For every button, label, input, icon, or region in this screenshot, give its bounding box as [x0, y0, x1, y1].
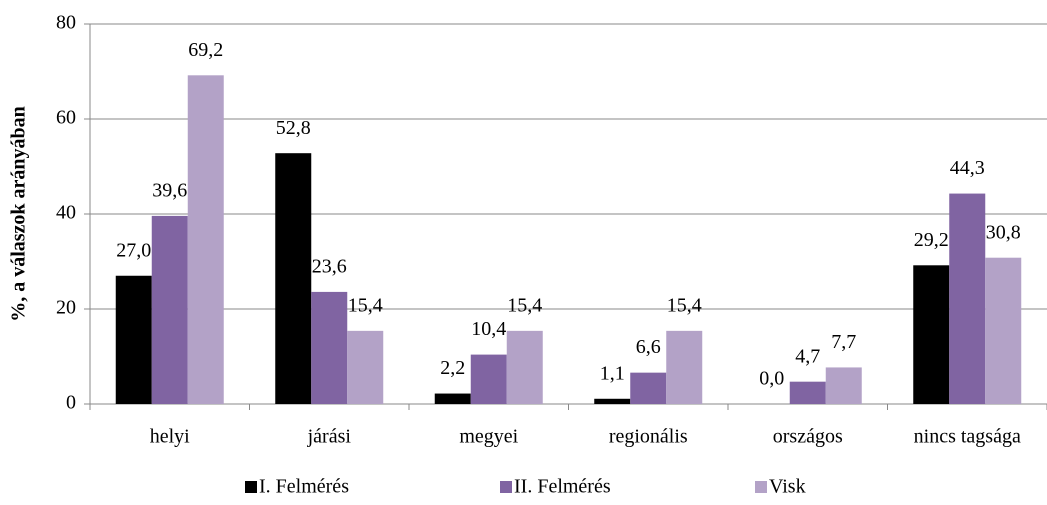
x-tick-label: nincs tagsága: [914, 426, 1021, 448]
x-tick-label: járási: [307, 426, 352, 448]
value-label: 30,8: [986, 221, 1021, 243]
bar: [311, 291, 348, 404]
value-label: 44,3: [950, 157, 985, 179]
bar: [187, 75, 224, 405]
bar: [949, 193, 986, 404]
value-label: 27,0: [116, 239, 151, 261]
legend-swatch: [245, 481, 257, 493]
value-label: 10,4: [471, 318, 506, 340]
bar: [151, 215, 188, 404]
y-axis-label: %, a válaszok arányában: [8, 106, 30, 322]
legend-label: I. Felmérés: [259, 476, 349, 498]
value-label: 39,6: [152, 179, 187, 201]
value-label: 23,6: [312, 255, 347, 277]
bar: [985, 257, 1022, 404]
value-label: 15,4: [667, 294, 702, 316]
bar: [594, 398, 631, 404]
y-tick-label: 60: [56, 107, 76, 129]
value-label: 6,6: [636, 336, 661, 358]
y-tick-label: 40: [56, 202, 76, 224]
legend-swatch: [500, 481, 512, 493]
value-label: 0,0: [759, 368, 784, 390]
y-tick-label: 20: [56, 297, 76, 319]
value-label: 2,2: [440, 357, 465, 379]
value-label: 29,2: [914, 229, 949, 251]
bar: [275, 153, 312, 404]
x-tick-label: megyei: [459, 426, 518, 448]
legend-label: II. Felmérés: [514, 476, 611, 498]
value-label: 52,8: [276, 117, 311, 139]
bar: [666, 330, 703, 404]
value-label: 1,1: [600, 362, 625, 384]
x-tick-label: regionális: [609, 426, 688, 448]
value-label: 7,7: [831, 331, 856, 353]
bar: [434, 393, 471, 404]
legend-label: Visk: [769, 476, 806, 498]
x-tick-label: országos: [773, 426, 843, 448]
bar: [115, 275, 152, 404]
x-tick-label: helyi: [150, 426, 190, 448]
value-label: 15,4: [507, 294, 542, 316]
bar: [789, 381, 826, 404]
bar: [470, 354, 507, 404]
value-label: 15,4: [348, 294, 383, 316]
value-label: 4,7: [795, 345, 820, 367]
bar: [913, 265, 950, 404]
y-tick-label: 80: [56, 12, 76, 34]
value-label: 69,2: [188, 39, 223, 61]
legend-swatch: [755, 481, 767, 493]
bar: [630, 372, 667, 404]
bar: [347, 330, 384, 404]
y-tick-label: 0: [66, 392, 76, 414]
bar: [506, 330, 543, 404]
bar: [825, 367, 862, 404]
